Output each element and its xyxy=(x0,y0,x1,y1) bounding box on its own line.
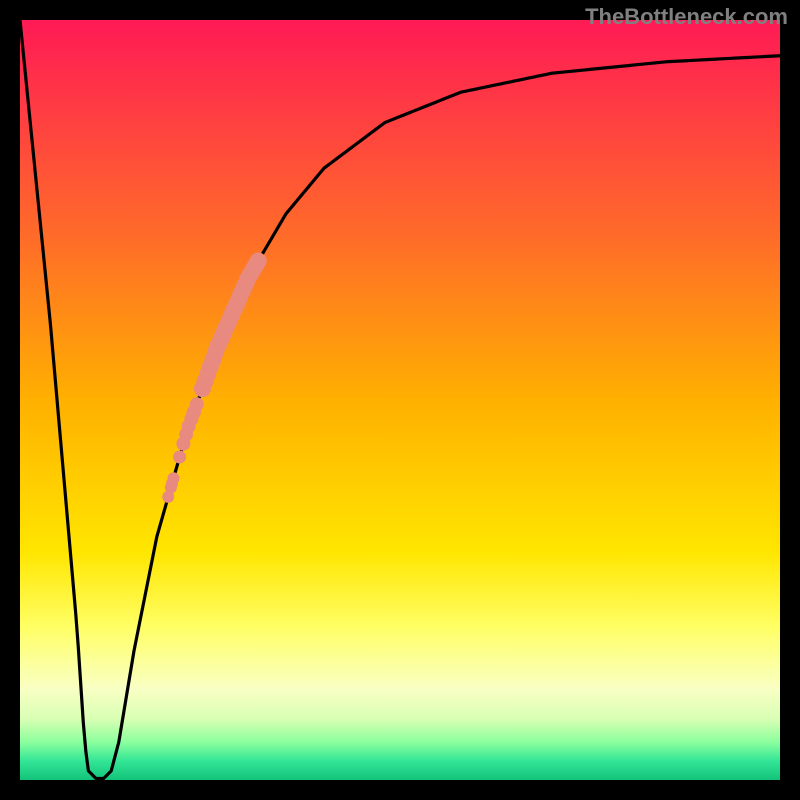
curve-marker-dot xyxy=(250,252,267,269)
bottleneck-chart xyxy=(0,0,800,800)
curve-marker-dot xyxy=(194,381,210,397)
curve-marker-dot xyxy=(166,478,178,490)
curve-marker-dot xyxy=(173,451,186,464)
plot-background xyxy=(20,20,780,780)
chart-container: TheBottleneck.com xyxy=(0,0,800,800)
curve-marker-dot xyxy=(186,407,200,421)
